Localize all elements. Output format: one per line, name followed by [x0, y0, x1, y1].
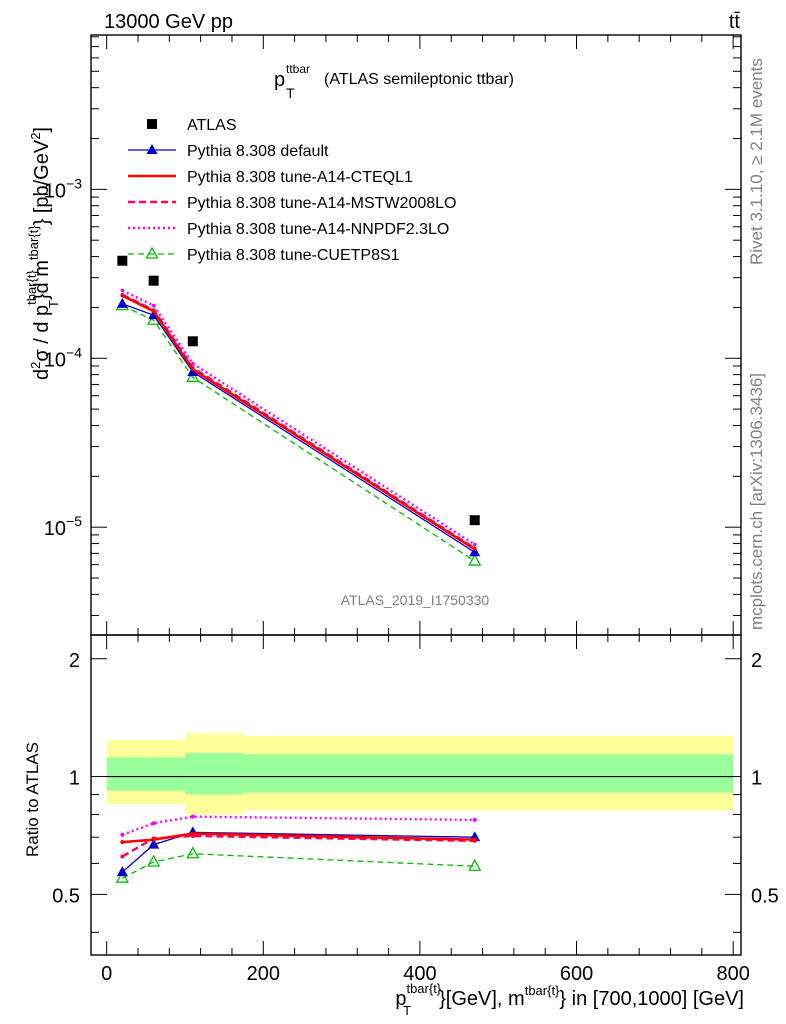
ratio-tick-label: 0.5 — [52, 885, 80, 907]
ratio-tick-label-right: 1 — [751, 768, 762, 790]
legend-entry: Pythia 8.308 tune-A14-MSTW2008LO — [128, 195, 456, 212]
series-line-cteql1 — [121, 294, 476, 551]
band-inner — [184, 752, 244, 795]
series-line-nnpdf — [121, 289, 476, 546]
series-line-cuetp — [122, 305, 476, 562]
y-tick-label: 10−4 — [44, 344, 82, 371]
series-point-cteql1 — [120, 293, 125, 298]
series-point-cuetp — [186, 370, 200, 383]
series-point-nnpdf — [120, 288, 125, 293]
ratio-tick-label: 1 — [69, 768, 80, 790]
ratio-tick-label-right: 2 — [751, 650, 762, 672]
series-point-cteql1 — [151, 309, 156, 313]
ratio-axis-label: Ratio to ATLAS — [23, 742, 42, 857]
header-left: 13000 GeV pp — [104, 11, 233, 33]
ratio-point-default — [116, 866, 128, 877]
ratio-point-cteql1 — [120, 840, 125, 845]
data-point — [187, 336, 198, 347]
series-point-nnpdf — [151, 303, 156, 308]
legend-label: Pythia 8.308 tune-CUETP8S1 — [187, 247, 400, 264]
ratio-point-cteql1 — [190, 831, 195, 836]
series-point-cteql1 — [191, 367, 195, 372]
ratio-point-mstw — [120, 854, 125, 859]
legend-swatch — [147, 119, 157, 129]
series-point-nnpdf — [472, 542, 477, 547]
ratio-point-cuetp — [115, 870, 129, 883]
ratio-frame — [90, 634, 742, 956]
data-point — [469, 515, 480, 526]
x-tick-label: 600 — [560, 963, 593, 985]
x-tick-label: 400 — [403, 963, 436, 985]
legend: ATLAS Pythia 8.308 default Pythia 8.308 tu… — [128, 117, 456, 264]
title-sub: T — [286, 85, 295, 101]
series-point-cuetp — [468, 553, 482, 566]
title-sup: ttbar — [286, 62, 310, 76]
series-point-default — [469, 546, 481, 557]
series-point-cteql1 — [472, 547, 477, 552]
ratio-point-nnpdf — [151, 821, 156, 826]
ratio-point-cuetp — [468, 858, 482, 871]
ratio-line-default — [121, 831, 475, 873]
ratio-point-nnpdf — [472, 817, 477, 822]
legend-label: Pythia 8.308 tune-A14-CTEQL1 — [187, 169, 413, 186]
y-tick-label: 10−5 — [44, 513, 82, 540]
band-inner — [243, 754, 734, 793]
legend-label: Pythia 8.308 tune-A14-MSTW2008LO — [187, 195, 456, 212]
y-axis-label: d2σ / d ptbar{t} T}d mtbar{t}} [pb/GeV2] — [24, 127, 61, 380]
ratio-point-cuetp — [147, 854, 161, 867]
legend-entry: Pythia 8.308 tune-A14-CTEQL1 — [128, 169, 413, 186]
x-axis-label: ptbar{t} T}[GeV], mtbar{t}} in [700,1000]… — [395, 981, 744, 1018]
band-inner — [106, 757, 146, 791]
ratio-point-cteql1 — [472, 837, 477, 842]
legend-label: ATLAS — [187, 117, 237, 134]
plot-title: p ttbar T (ATLAS semileptonic ttbar) — [274, 62, 514, 101]
header-right: tt̄ — [729, 11, 741, 33]
ratio-tick-label: 2 — [69, 650, 80, 672]
ratio-line-cuetp — [122, 853, 475, 879]
data-point — [148, 275, 159, 286]
y-tick-label: 10−3 — [44, 175, 82, 202]
legend-label: Pythia 8.308 tune-A14-NNPDF2.3LO — [187, 221, 449, 238]
ratio-line-cteql1 — [122, 832, 475, 844]
series-point-nnpdf — [191, 361, 195, 366]
legend-entry: Pythia 8.308 tune-A14-NNPDF2.3LO — [128, 221, 449, 238]
ratio-point-cteql1 — [151, 837, 156, 842]
ratio-line-nnpdf — [121, 815, 475, 836]
mcplots-label: mcplots.cern.ch [arXiv:1306.3436] — [747, 373, 766, 630]
ratio-tick-label-right: 0.5 — [751, 885, 779, 907]
ratio-point-nnpdf — [120, 832, 125, 837]
rivet-label: Rivet 3.1.10, ≥ 2.1M events — [747, 58, 766, 265]
x-tick-label: 800 — [716, 963, 749, 985]
data-point — [117, 255, 128, 266]
legend-entry: ATLAS — [147, 117, 237, 134]
ratio-point-nnpdf — [190, 814, 195, 819]
title-var: p — [274, 69, 285, 91]
ratio-panel — [106, 733, 734, 883]
ratio-point-default — [148, 838, 160, 849]
legend-label: Pythia 8.308 default — [187, 143, 329, 160]
legend-entry: Pythia 8.308 default — [128, 143, 329, 160]
legend-marker — [146, 144, 158, 154]
x-tick-label: 200 — [247, 963, 280, 985]
series-point-default — [116, 297, 128, 308]
series-line-default — [122, 303, 476, 553]
legend-marker — [145, 246, 159, 259]
main-panel — [115, 255, 482, 566]
watermark: ATLAS_2019_I1750330 — [341, 592, 490, 608]
legend-entry: Pythia 8.308 tune-CUETP8S1 — [128, 246, 400, 264]
ratio-point-cuetp — [186, 846, 200, 859]
x-tick-label: 0 — [101, 963, 112, 985]
band-inner — [145, 757, 185, 791]
title-text: (ATLAS semileptonic ttbar) — [324, 71, 514, 88]
